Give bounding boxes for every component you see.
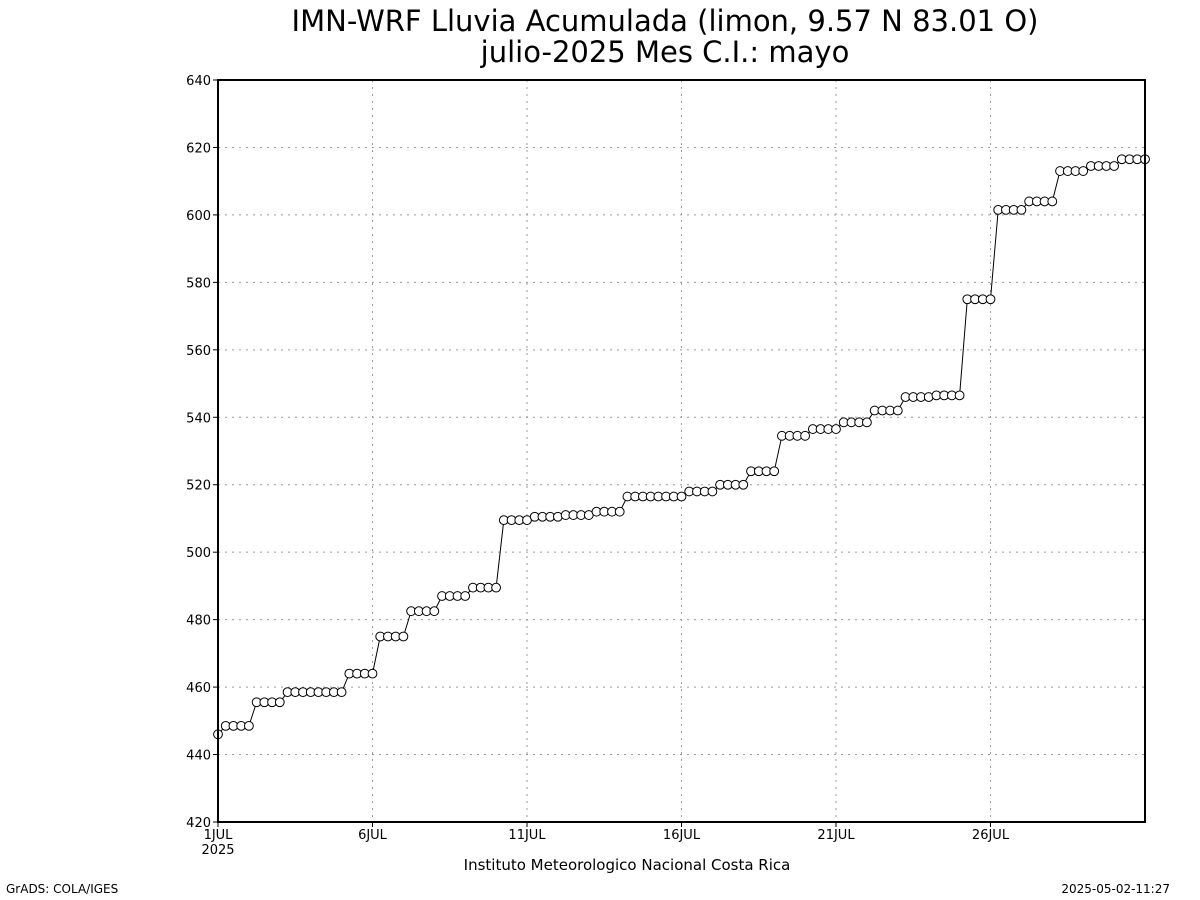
data-point <box>429 606 440 617</box>
series-accumulated-rain <box>213 154 1150 740</box>
y-tick-label: 460 <box>186 681 211 696</box>
data-point <box>274 697 285 708</box>
x-tick-label: 11JUL <box>508 828 546 843</box>
y-tick-label: 500 <box>186 546 211 561</box>
y-tick-label: 560 <box>186 344 211 359</box>
x-tick-sublabel: 2025 <box>201 843 234 858</box>
credit-label: Instituto Meteorologico Nacional Costa R… <box>464 856 791 874</box>
data-point <box>491 582 502 593</box>
x-tick-label: 6JUL <box>358 828 388 843</box>
footer-right: 2025-05-02-11:27 <box>1061 882 1170 896</box>
chart-subtitle: julio-2025 Mes C.I.: mayo <box>480 35 850 69</box>
data-point <box>460 591 471 601</box>
data-point <box>1016 204 1027 215</box>
data-point <box>985 294 996 305</box>
y-tick-label: 620 <box>186 141 211 156</box>
data-point <box>954 390 965 401</box>
y-tick-label: 640 <box>186 74 211 89</box>
data-point <box>614 506 625 517</box>
footer-left: GrADS: COLA/IGES <box>6 882 118 896</box>
data-point <box>769 466 780 477</box>
data-point <box>892 405 903 416</box>
x-tick-label: 26JUL <box>972 828 1010 843</box>
y-tick-label: 440 <box>186 749 211 764</box>
grid <box>218 80 1145 822</box>
data-point <box>676 491 687 502</box>
x-tick-label: 21JUL <box>817 828 855 843</box>
y-axis-ticks: 420 440 460 480 500 520 540 560 580 600 620 640 <box>186 74 218 831</box>
data-point <box>831 424 841 434</box>
y-tick-label: 520 <box>186 479 211 494</box>
data-point <box>244 720 254 731</box>
data-point <box>336 687 347 698</box>
data-point <box>1078 166 1089 176</box>
y-tick-label: 580 <box>186 276 211 291</box>
x-tick-label: 1JUL <box>204 828 234 843</box>
data-point <box>1047 196 1058 207</box>
y-tick-label: 480 <box>186 614 211 629</box>
y-tick-label: 600 <box>186 209 211 224</box>
data-point <box>800 430 810 441</box>
data-point <box>367 668 378 679</box>
x-tick-label: 16JUL <box>663 828 701 843</box>
chart-title: IMN-WRF Lluvia Acumulada (limon, 9.57 N … <box>292 4 1039 38</box>
data-point <box>398 631 409 642</box>
data-point <box>738 479 749 490</box>
data-point <box>1109 161 1119 171</box>
plot-frame <box>217 79 1146 823</box>
data-point <box>862 417 872 428</box>
y-tick-label: 540 <box>186 411 211 426</box>
data-point <box>707 486 718 497</box>
y-tick-label: 420 <box>186 816 211 831</box>
